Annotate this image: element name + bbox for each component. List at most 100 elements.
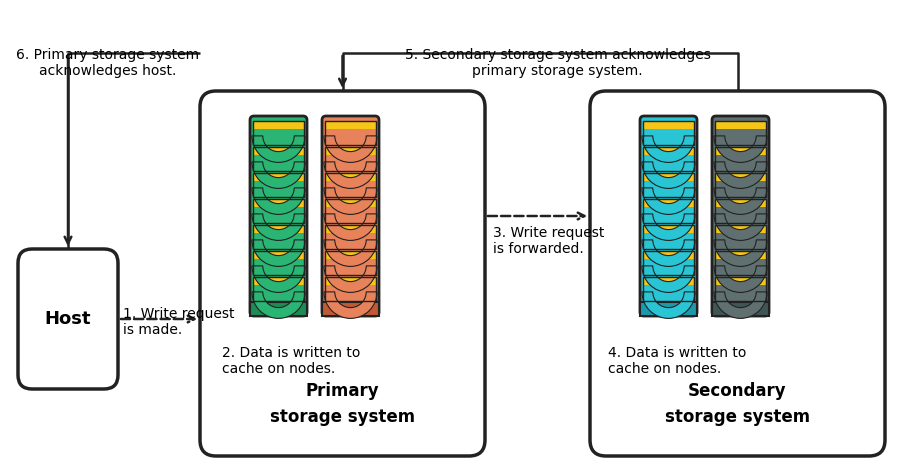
Bar bbox=[325, 154, 376, 171]
Bar bbox=[325, 251, 376, 275]
Wedge shape bbox=[642, 292, 695, 318]
Bar bbox=[325, 251, 376, 259]
Wedge shape bbox=[642, 214, 695, 240]
Bar bbox=[715, 251, 766, 259]
Wedge shape bbox=[714, 162, 767, 188]
Bar bbox=[643, 199, 694, 223]
Bar bbox=[643, 207, 694, 223]
Wedge shape bbox=[324, 240, 377, 267]
Bar bbox=[325, 233, 376, 249]
Bar bbox=[325, 259, 376, 275]
Bar bbox=[253, 225, 304, 233]
Bar bbox=[715, 251, 766, 275]
Bar bbox=[715, 147, 766, 171]
Wedge shape bbox=[252, 162, 305, 188]
Bar bbox=[715, 199, 766, 223]
Wedge shape bbox=[714, 136, 767, 162]
Bar bbox=[325, 121, 376, 145]
Bar bbox=[253, 147, 304, 171]
Bar bbox=[325, 277, 376, 301]
Wedge shape bbox=[714, 292, 767, 318]
Bar bbox=[325, 129, 376, 145]
Bar bbox=[325, 147, 376, 171]
Bar bbox=[325, 173, 376, 181]
Bar bbox=[253, 181, 304, 197]
Bar bbox=[325, 173, 376, 197]
Bar bbox=[253, 251, 304, 275]
Wedge shape bbox=[324, 136, 377, 162]
Bar bbox=[325, 284, 376, 301]
FancyBboxPatch shape bbox=[250, 116, 307, 316]
Bar bbox=[643, 225, 694, 233]
Wedge shape bbox=[252, 214, 305, 240]
Bar bbox=[643, 173, 694, 197]
Bar bbox=[643, 121, 694, 129]
Bar bbox=[253, 251, 304, 259]
Bar bbox=[715, 225, 766, 249]
Bar bbox=[253, 225, 304, 249]
Bar bbox=[325, 207, 376, 223]
Bar bbox=[715, 259, 766, 275]
Wedge shape bbox=[324, 266, 377, 292]
Bar bbox=[253, 129, 304, 145]
Bar bbox=[322, 302, 379, 316]
Bar bbox=[253, 233, 304, 249]
Bar bbox=[253, 199, 304, 207]
Bar bbox=[715, 199, 766, 207]
FancyBboxPatch shape bbox=[18, 249, 118, 389]
Wedge shape bbox=[714, 214, 767, 240]
Bar bbox=[640, 302, 697, 316]
Bar bbox=[643, 181, 694, 197]
Bar bbox=[643, 251, 694, 275]
Bar bbox=[643, 199, 694, 207]
Bar bbox=[325, 225, 376, 233]
Bar bbox=[643, 154, 694, 171]
Bar bbox=[643, 251, 694, 259]
Bar bbox=[712, 302, 769, 316]
Bar bbox=[643, 277, 694, 301]
Bar bbox=[643, 173, 694, 181]
Bar bbox=[643, 225, 694, 249]
Text: 4. Data is written to
cache on nodes.: 4. Data is written to cache on nodes. bbox=[608, 346, 746, 376]
Wedge shape bbox=[252, 292, 305, 318]
Bar bbox=[643, 259, 694, 275]
Bar bbox=[643, 284, 694, 301]
Wedge shape bbox=[324, 188, 377, 214]
Bar bbox=[253, 147, 304, 154]
Wedge shape bbox=[252, 240, 305, 267]
Wedge shape bbox=[642, 162, 695, 188]
Bar bbox=[325, 121, 376, 129]
Wedge shape bbox=[642, 188, 695, 214]
Bar bbox=[715, 121, 766, 129]
Text: Host: Host bbox=[45, 310, 91, 328]
Bar bbox=[250, 302, 307, 316]
Bar bbox=[325, 181, 376, 197]
Bar bbox=[643, 233, 694, 249]
Bar bbox=[715, 277, 766, 301]
Bar bbox=[325, 199, 376, 207]
Bar bbox=[643, 147, 694, 171]
FancyBboxPatch shape bbox=[322, 116, 379, 316]
Wedge shape bbox=[252, 136, 305, 162]
Bar bbox=[715, 154, 766, 171]
Wedge shape bbox=[714, 266, 767, 292]
Wedge shape bbox=[714, 240, 767, 267]
Text: 1. Write request
is made.: 1. Write request is made. bbox=[123, 307, 235, 337]
Bar bbox=[253, 277, 304, 301]
Bar bbox=[643, 147, 694, 154]
Bar bbox=[325, 225, 376, 249]
Wedge shape bbox=[642, 240, 695, 267]
Bar bbox=[253, 207, 304, 223]
FancyBboxPatch shape bbox=[640, 116, 697, 316]
Bar bbox=[643, 121, 694, 145]
Bar bbox=[643, 277, 694, 284]
Text: 5. Secondary storage system acknowledges
primary storage system.: 5. Secondary storage system acknowledges… bbox=[405, 48, 710, 78]
Bar bbox=[643, 129, 694, 145]
Bar bbox=[715, 284, 766, 301]
Bar bbox=[253, 199, 304, 223]
FancyBboxPatch shape bbox=[590, 91, 885, 456]
Bar bbox=[715, 173, 766, 181]
Wedge shape bbox=[642, 266, 695, 292]
Text: 6. Primary storage system
acknowledges host.: 6. Primary storage system acknowledges h… bbox=[16, 48, 200, 78]
Bar bbox=[715, 147, 766, 154]
